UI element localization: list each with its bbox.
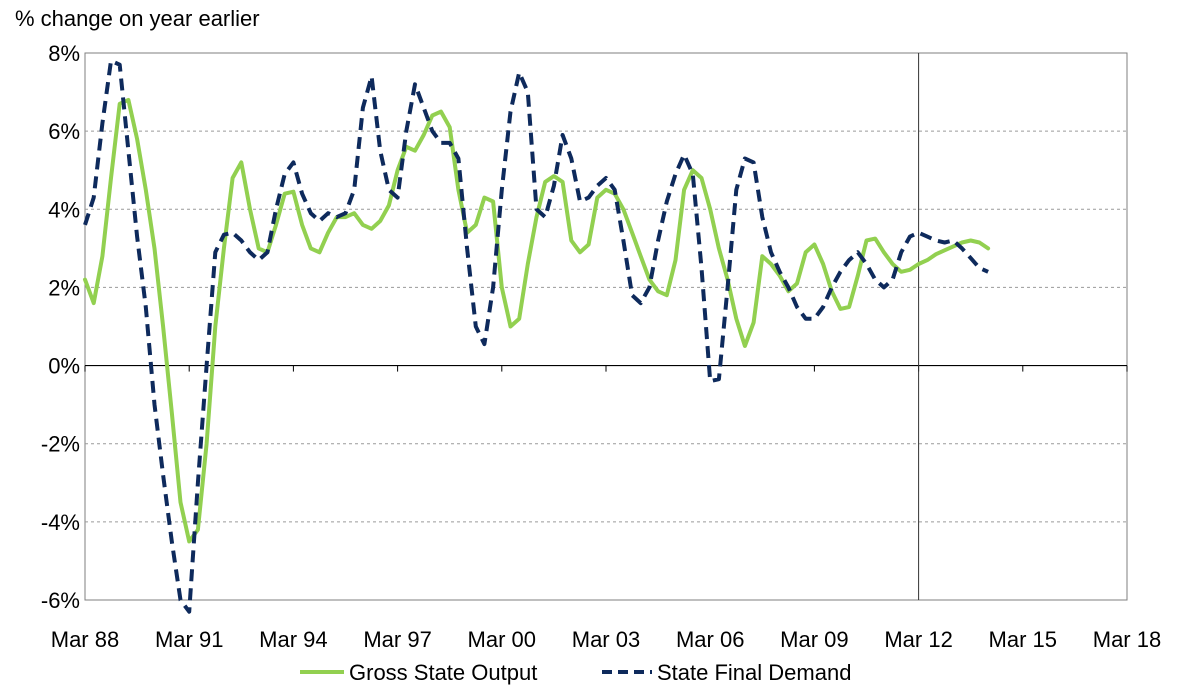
series-line-gross-state-output [83,97,991,544]
y-tick-label: -6% [41,588,80,613]
y-tick-label: -4% [41,510,80,535]
x-tick-label: Mar 03 [572,627,640,652]
x-tick-labels: Mar 88 Mar 91 Mar 94 Mar 97 Mar 00 Mar 03 Mar … [51,627,1161,652]
x-tick-label: Mar 09 [780,627,848,652]
legend: Gross State Output State Final Demand [300,660,851,685]
y-tick-label: 6% [48,119,80,144]
x-tick-label: Mar 00 [468,627,536,652]
x-tick-label: Mar 91 [155,627,223,652]
x-tick-label: Mar 15 [989,627,1057,652]
y-tick-label: 8% [48,41,80,66]
x-tick-label: Mar 97 [363,627,431,652]
x-tick-label: Mar 18 [1093,627,1161,652]
series-lines [83,58,991,614]
legend-label-state-final-demand: State Final Demand [657,660,851,685]
plot-border [84,52,1128,601]
x-tick-label: Mar 06 [676,627,744,652]
y-axis-title: % change on year earlier [15,6,260,31]
y-tick-label: 2% [48,275,80,300]
y-tick-label: -2% [41,432,80,457]
x-tick-label: Mar 88 [51,627,119,652]
y-tick-label: 0% [48,354,80,379]
series-line-state-final-demand [83,58,989,614]
legend-label-gross-state-output: Gross State Output [349,660,537,685]
x-tick-label: Mar 94 [259,627,327,652]
x-tick-label: Mar 12 [884,627,952,652]
y-tick-label: 4% [48,197,80,222]
y-tick-labels: 8% 6% 4% 2% 0% -2% -4% -6% [41,41,80,613]
gridlines [84,52,1128,601]
